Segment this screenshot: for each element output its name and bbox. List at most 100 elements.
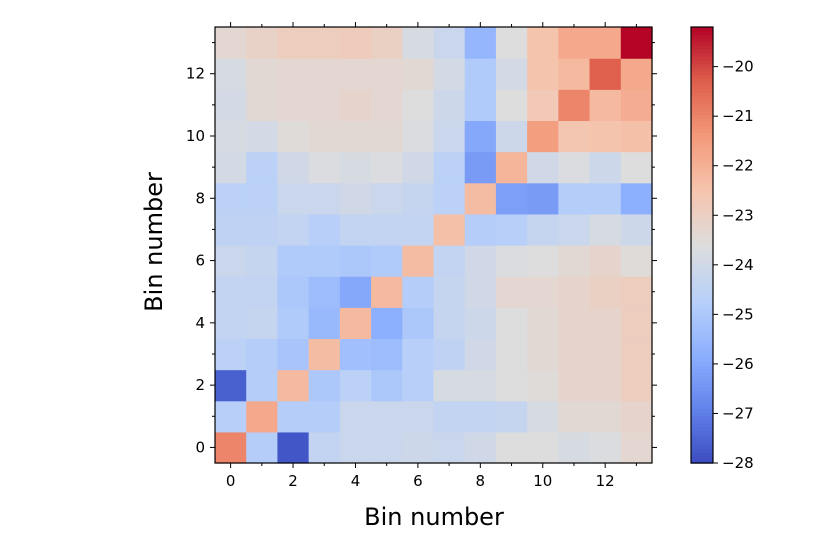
heatmap-cell bbox=[308, 245, 341, 277]
heatmap-cell bbox=[339, 369, 372, 402]
colorbar-segment bbox=[691, 132, 713, 137]
colorbar-segment bbox=[691, 37, 713, 43]
heatmap-cell bbox=[527, 276, 559, 308]
heatmap-cell bbox=[589, 213, 622, 246]
colorbar-segment bbox=[691, 128, 713, 134]
colorbar-segment bbox=[691, 215, 713, 221]
colorbar-segment bbox=[691, 175, 713, 181]
colorbar-segment bbox=[691, 415, 713, 421]
colorbar-tick-label: −25 bbox=[722, 305, 754, 323]
heatmap-cell bbox=[246, 369, 279, 402]
heatmap-cell bbox=[589, 338, 622, 371]
heatmap-cell bbox=[527, 213, 559, 246]
heatmap-cell bbox=[371, 89, 403, 122]
colorbar-segment bbox=[691, 437, 713, 442]
y-tick-label: 4 bbox=[195, 314, 205, 332]
colorbar-tick-label: −22 bbox=[722, 157, 754, 175]
heatmap-cell bbox=[433, 369, 466, 402]
heatmap-cell bbox=[277, 89, 310, 122]
heatmap-cell bbox=[495, 27, 528, 59]
y-tick-label: 6 bbox=[195, 252, 205, 270]
x-tick-label: 0 bbox=[226, 472, 236, 490]
colorbar-segment bbox=[691, 404, 713, 410]
colorbar-segment bbox=[691, 343, 713, 348]
heatmap-cell bbox=[339, 431, 372, 464]
heatmap-cell bbox=[495, 58, 528, 90]
heatmap-cell bbox=[527, 182, 559, 215]
heatmap-cell bbox=[495, 431, 528, 464]
colorbar-segment bbox=[691, 448, 713, 453]
heatmap-cell bbox=[371, 245, 403, 277]
heatmap-cell bbox=[402, 431, 435, 464]
colorbar-segment bbox=[691, 310, 713, 315]
heatmap-cell bbox=[308, 276, 341, 308]
heatmap-cell bbox=[558, 151, 591, 184]
colorbar-segment bbox=[691, 205, 713, 210]
colorbar-segment bbox=[691, 85, 713, 90]
heatmap-cell bbox=[558, 431, 591, 464]
colorbar-segment bbox=[691, 150, 713, 155]
heatmap-cell bbox=[464, 338, 497, 371]
colorbar-segment bbox=[691, 172, 713, 177]
colorbar-segment bbox=[691, 350, 713, 355]
heatmap-cell bbox=[589, 120, 622, 153]
heatmap-cell bbox=[277, 151, 310, 184]
y-tick-label: 10 bbox=[186, 127, 205, 145]
colorbar-segment bbox=[691, 237, 713, 243]
heatmap-cell bbox=[308, 182, 341, 215]
heatmap-cell bbox=[495, 89, 528, 122]
colorbar-segment bbox=[691, 386, 713, 392]
colorbar-segment bbox=[691, 234, 713, 239]
colorbar-segment bbox=[691, 121, 713, 126]
heatmap-cell bbox=[215, 120, 247, 153]
heatmap-cell bbox=[371, 58, 403, 90]
heatmap-cell bbox=[215, 431, 247, 464]
heatmap-cell bbox=[558, 213, 591, 246]
colorbar-segment bbox=[691, 288, 713, 293]
heatmap-cell bbox=[558, 276, 591, 308]
colorbar-segment bbox=[691, 433, 713, 439]
colorbar-segment bbox=[691, 452, 713, 457]
colorbar-segment bbox=[691, 114, 713, 119]
colorbar-segment bbox=[691, 143, 713, 148]
colorbar-segment bbox=[691, 306, 713, 312]
heatmap-cell bbox=[277, 58, 310, 90]
heatmap-cell bbox=[402, 58, 435, 90]
colorbar-segment bbox=[691, 56, 713, 61]
heatmap-cell bbox=[371, 276, 403, 308]
heatmap-cell bbox=[215, 307, 247, 340]
colorbar-segment bbox=[691, 255, 713, 261]
colorbar-segment bbox=[691, 393, 713, 399]
heatmap-cell bbox=[589, 151, 622, 184]
heatmap-cell bbox=[558, 120, 591, 153]
heatmap-cell bbox=[464, 151, 497, 184]
heatmap-cell bbox=[308, 213, 341, 246]
heatmap-cell bbox=[433, 276, 466, 308]
heatmap-cell bbox=[558, 245, 591, 277]
heatmap-cell bbox=[215, 27, 247, 59]
heatmap-cell bbox=[558, 369, 591, 402]
heatmap-cell bbox=[402, 27, 435, 59]
colorbar-segment bbox=[691, 186, 713, 192]
heatmap-cell bbox=[339, 58, 372, 90]
colorbar-segment bbox=[691, 430, 713, 435]
heatmap-cell bbox=[246, 245, 279, 277]
heatmap-cell bbox=[464, 213, 497, 246]
heatmap-cell bbox=[308, 338, 341, 371]
heatmap-cell bbox=[433, 245, 466, 277]
colorbar-segment bbox=[691, 408, 713, 413]
heatmap-cell bbox=[495, 307, 528, 340]
heatmap-cell bbox=[246, 89, 279, 122]
heatmap-cell bbox=[277, 400, 310, 433]
colorbar-segment bbox=[691, 281, 713, 286]
colorbar-segment bbox=[691, 397, 713, 402]
colorbar-tick-label: −26 bbox=[722, 355, 754, 373]
x-tick-label: 4 bbox=[351, 472, 361, 490]
colorbar-segment bbox=[691, 219, 713, 224]
heatmap-cell bbox=[277, 120, 310, 153]
heatmap-cell bbox=[402, 89, 435, 122]
colorbar-segment bbox=[691, 368, 713, 373]
colorbar-segment bbox=[691, 197, 713, 203]
heatmap-cell bbox=[464, 27, 497, 59]
heatmap-cell bbox=[527, 400, 559, 433]
